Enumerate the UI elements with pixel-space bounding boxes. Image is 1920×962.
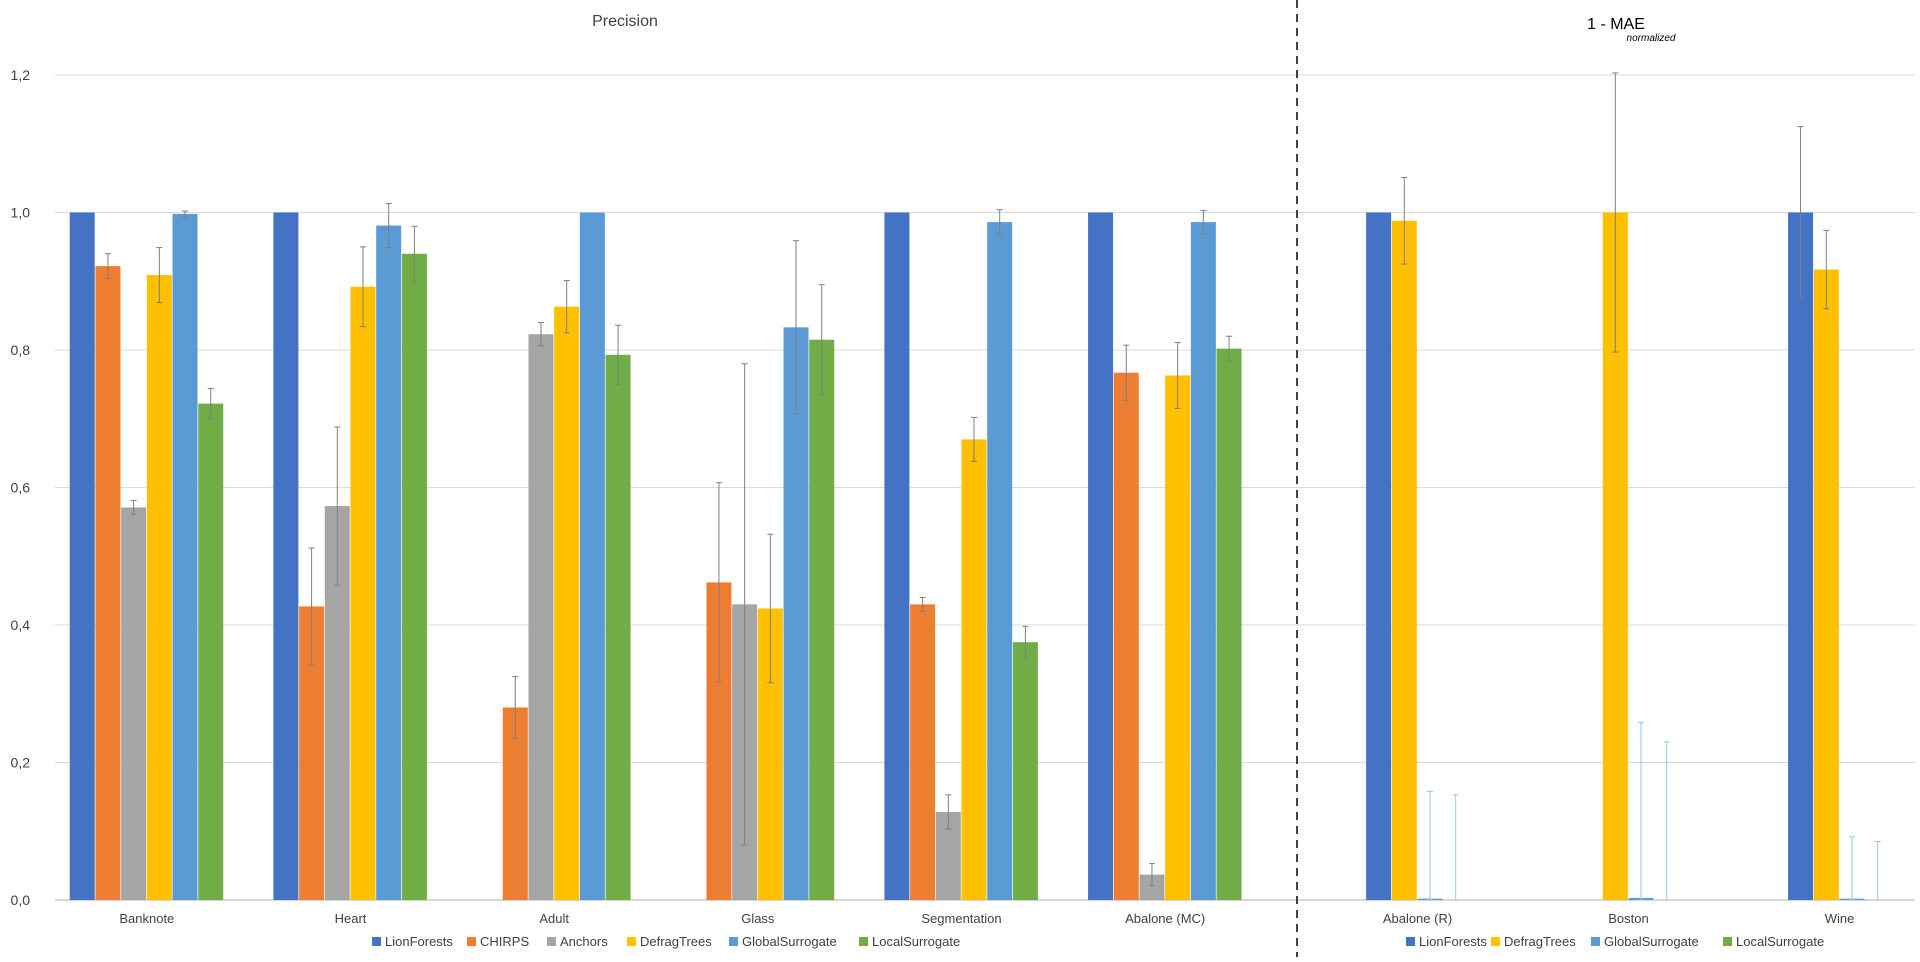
legend-swatch-globalsurrogate [1591,937,1600,946]
chart-title-mae: 1 - MAE [1587,16,1645,33]
legend-swatch-localsurrogate [1723,937,1732,946]
bar-lionforests-heart [273,212,299,900]
bar-lionforests-wine [1788,212,1814,900]
bar-defragtrees-wine [1813,269,1839,900]
bar-globalsurrogate-abalone-mc- [1190,222,1216,900]
bar-chirps-abalone-mc- [1113,372,1139,900]
legend-label-localsurrogate: LocalSurrogate [872,934,960,949]
bar-lionforests-segmentation [884,212,910,900]
bar-lionforests-abalone-mc- [1088,212,1114,900]
legend-label-localsurrogate: LocalSurrogate [1736,934,1824,949]
legend-swatch-localsurrogate [859,937,868,946]
legend-label-defragtrees: DefragTrees [1504,934,1576,949]
y-tick-label: 0,4 [11,617,31,633]
legend-swatch-lionforests [372,937,381,946]
legend-label-anchors: Anchors [560,934,608,949]
bar-lionforests-banknote [69,212,95,900]
legend-label-lionforests: LionForests [1419,934,1487,949]
y-tick-label: 1,0 [11,205,31,221]
x-category-label: Adult [539,911,569,926]
legend-label-globalsurrogate: GlobalSurrogate [1604,934,1699,949]
bar-globalsurrogate-banknote [172,213,198,900]
legend-swatch-lionforests [1406,937,1415,946]
x-category-label: Boston [1608,911,1648,926]
bar-globalsurrogate-glass [783,327,809,900]
x-category-label: Segmentation [921,911,1001,926]
bar-anchors-adult [528,334,554,900]
x-category-label: Glass [741,911,775,926]
x-category-label: Heart [335,911,367,926]
x-category-label: Banknote [119,911,174,926]
bar-localsurrogate-banknote [198,403,224,900]
bar-defragtrees-abalone-r- [1391,220,1417,900]
bar-localsurrogate-abalone-mc- [1216,348,1242,900]
y-tick-label: 0,6 [11,480,31,496]
bar-chirps-adult [502,707,528,900]
bar-defragtrees-abalone-mc- [1165,375,1191,900]
bar-localsurrogate-glass [809,339,835,900]
legend-label-globalsurrogate: GlobalSurrogate [742,934,837,949]
bar-anchors-banknote [121,507,147,900]
legend-label-defragtrees: DefragTrees [640,934,712,949]
legend-label-chirps: CHIRPS [480,934,529,949]
bar-chirps-segmentation [910,604,936,900]
bar-globalsurrogate-heart [376,225,402,900]
x-category-label: Wine [1825,911,1855,926]
bar-lionforests-abalone-r- [1366,212,1392,900]
bar-defragtrees-heart [350,286,376,900]
bar-globalsurrogate-adult [579,212,605,900]
legend-swatch-defragtrees [627,937,636,946]
y-tick-label: 0,8 [11,342,31,358]
bar-defragtrees-segmentation [961,439,987,900]
bar-defragtrees-banknote [146,275,172,900]
bar-chirps-banknote [95,266,121,900]
legend-label-lionforests: LionForests [385,934,453,949]
bar-localsurrogate-heart [401,253,427,900]
y-tick-label: 0,0 [11,892,31,908]
bar-localsurrogate-adult [605,354,631,900]
legend-swatch-defragtrees [1491,937,1500,946]
x-category-label: Abalone (R) [1383,911,1452,926]
legend-swatch-globalsurrogate [729,937,738,946]
bar-localsurrogate-segmentation [1012,642,1038,900]
y-tick-label: 1,2 [11,67,31,83]
chart-title-mae-subscript: normalized [1627,33,1676,44]
legend-swatch-anchors [547,937,556,946]
x-category-label: Abalone (MC) [1125,911,1205,926]
y-tick-label: 0,2 [11,755,31,771]
bar-globalsurrogate-segmentation [987,222,1013,900]
bar-defragtrees-adult [554,306,580,900]
legend-swatch-chirps [467,937,476,946]
chart-title-precision: Precision [592,13,658,30]
